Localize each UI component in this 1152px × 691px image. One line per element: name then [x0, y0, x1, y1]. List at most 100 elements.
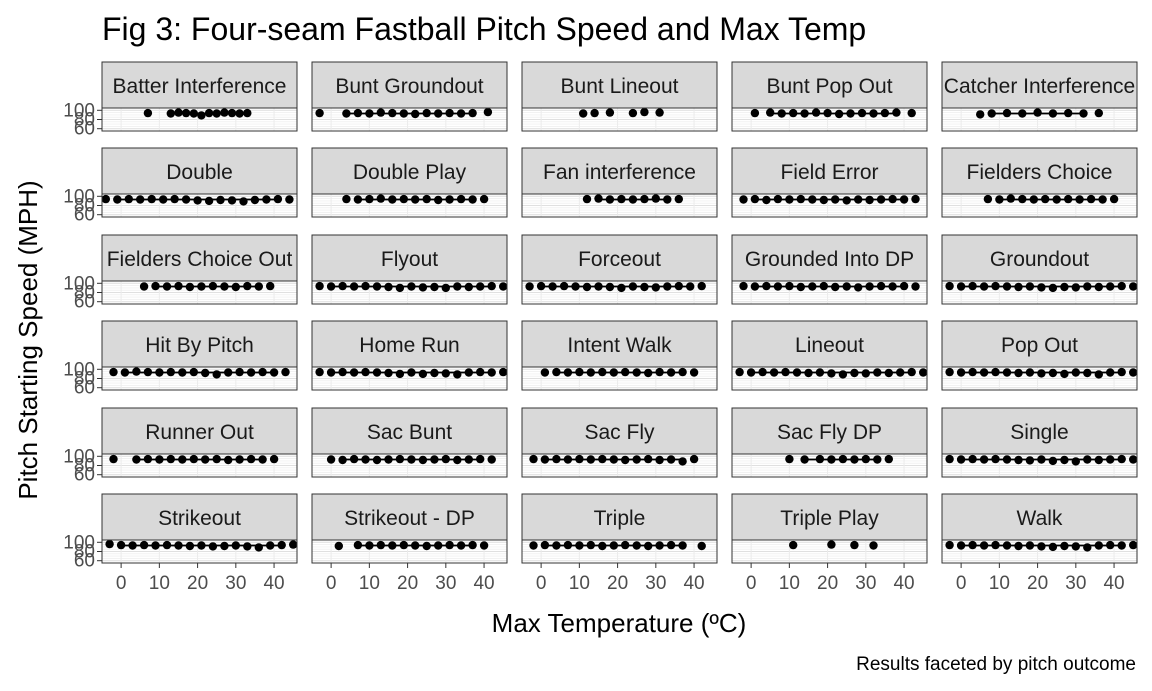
facet-label: Hit By Pitch: [145, 334, 254, 357]
data-point-cluster: [999, 198, 1103, 201]
y-tick-label: 60: [74, 378, 95, 399]
facet-label: Strikeout - DP: [344, 507, 475, 530]
x-tick-label: 30: [225, 573, 246, 594]
y-tick-label: 80: [74, 369, 95, 390]
facet-strip: [731, 234, 928, 282]
data-point: [907, 367, 916, 377]
facet-panel: Sac Fly DP: [731, 407, 928, 478]
data-point: [204, 196, 214, 206]
data-point-cluster: [346, 112, 473, 115]
x-tick-label: 20: [397, 573, 418, 594]
facet-strip: [521, 320, 718, 368]
x-tick-label: 0: [326, 573, 337, 594]
y-tick-label: 80: [74, 196, 95, 217]
facet-label: Fielders Choice: [967, 161, 1113, 184]
data-point: [525, 282, 534, 291]
data-point: [735, 367, 744, 377]
facet-strip: [101, 493, 298, 541]
data-point: [326, 368, 336, 377]
data-point: [326, 282, 336, 291]
facet-label: Double Play: [353, 161, 467, 184]
panel-border: [521, 539, 718, 564]
facet-label: Bunt Lineout: [561, 75, 679, 98]
x-tick-label: 10: [359, 573, 380, 594]
facet-label: Bunt Pop Out: [766, 75, 892, 98]
panel-border: [731, 107, 928, 132]
panel-border: [731, 280, 928, 305]
data-point: [655, 108, 664, 117]
data-point: [686, 282, 695, 291]
facet-strip: [521, 234, 718, 282]
data-point: [1071, 542, 1081, 551]
facet-label: Triple Play: [780, 507, 879, 530]
panel-border: [941, 193, 1138, 218]
data-point: [487, 455, 496, 464]
facet-panel: Fielders Choice Out: [101, 234, 298, 305]
facet-strip: [731, 147, 928, 195]
panel-border: [521, 366, 718, 391]
data-point: [342, 109, 351, 118]
data-point: [353, 540, 363, 550]
data-point: [884, 454, 893, 464]
y-axes: 6080100608010060801006080100608010060801…: [63, 100, 102, 572]
facet-label: Forceout: [578, 248, 661, 271]
data-point: [1117, 367, 1126, 377]
facet-panel: Batter Interference: [101, 61, 298, 132]
data-point: [334, 541, 343, 551]
data-point: [254, 282, 263, 291]
panel-border: [941, 453, 1138, 478]
y-axis-title: Pitch Starting Speed (MPH): [13, 180, 43, 499]
panel-border: [521, 107, 718, 132]
facet-panel: Double: [101, 147, 298, 218]
data-point: [552, 367, 561, 377]
data-point: [239, 197, 248, 206]
data-point: [1117, 454, 1126, 464]
data-point: [789, 540, 798, 550]
data-point: [1129, 540, 1138, 550]
x-tick-label: 20: [607, 573, 628, 594]
x-tick-label: 40: [893, 573, 914, 594]
data-point: [468, 540, 477, 550]
facet-label: Sac Fly DP: [777, 421, 882, 444]
y-tick-label: 80: [74, 456, 95, 477]
y-tick-label: 100: [63, 186, 95, 207]
data-point: [1129, 282, 1138, 291]
data-point: [418, 369, 428, 379]
facet-panel: Runner Out: [101, 407, 298, 478]
data-point: [983, 194, 993, 204]
facet-panel: Triple Play: [731, 493, 928, 564]
panel-border: [731, 453, 928, 478]
facet-strip: [731, 407, 928, 455]
data-point: [1129, 368, 1138, 377]
facet-panel: Bunt Lineout: [521, 61, 718, 132]
data-point-cluster: [754, 198, 904, 201]
facet-strip: [311, 147, 508, 195]
data-point-cluster: [754, 285, 904, 288]
data-point: [151, 281, 160, 291]
data-point: [269, 454, 279, 464]
data-point: [529, 541, 538, 550]
data-point: [640, 107, 649, 117]
facet-strip: [101, 320, 298, 368]
data-point-cluster: [544, 458, 683, 461]
data-point: [243, 542, 252, 551]
facet-label: Sac Fly: [584, 421, 655, 444]
facet-strip: [941, 493, 1138, 541]
data-point: [579, 109, 588, 118]
data-point: [678, 367, 687, 377]
facet-strip: [101, 234, 298, 282]
facet-panel: Bunt Groundout: [311, 61, 508, 132]
panel-border: [941, 539, 1138, 564]
data-point: [1094, 108, 1104, 118]
y-tick-label: 60: [74, 465, 95, 486]
facet-strip: [941, 147, 1138, 195]
data-point: [1098, 195, 1107, 204]
x-tick-label: 20: [187, 573, 208, 594]
data-point-cluster: [124, 371, 275, 374]
x-tick-label: 10: [779, 573, 800, 594]
x-tick-label: 0: [746, 573, 757, 594]
facet-panel: Strikeout - DP: [311, 493, 508, 564]
facet-label: Runner Out: [145, 421, 254, 444]
facet-strip: [101, 407, 298, 455]
data-point: [285, 195, 294, 204]
